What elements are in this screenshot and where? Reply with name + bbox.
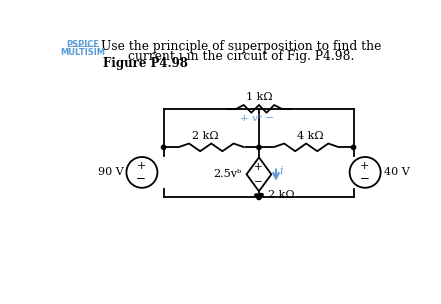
Text: MULTISIM: MULTISIM [60,48,105,57]
Text: current i in the circuit of Fig. P4.98.: current i in the circuit of Fig. P4.98. [128,50,354,63]
Text: −: − [359,172,369,185]
Text: 2 kΩ: 2 kΩ [192,131,218,141]
Circle shape [351,145,356,150]
Text: 2.5vᵇ: 2.5vᵇ [213,169,242,179]
Text: +: + [136,161,146,171]
Text: i: i [279,166,283,176]
Text: 4 kΩ: 4 kΩ [297,131,323,141]
Text: 90 V: 90 V [97,168,123,178]
Circle shape [161,145,166,150]
Text: +: + [360,161,369,171]
Text: +: + [254,162,262,172]
Text: + vᵇ −: + vᵇ − [240,114,274,123]
Circle shape [257,145,261,150]
Text: Figure P4.98: Figure P4.98 [103,57,188,70]
Text: 1 kΩ: 1 kΩ [246,92,272,102]
Text: −: − [254,177,262,187]
Text: −: − [136,172,146,185]
Circle shape [257,195,261,199]
Text: 40 V: 40 V [384,168,410,178]
Text: 2 kΩ: 2 kΩ [268,190,295,200]
Text: Use the principle of superposition to find the: Use the principle of superposition to fi… [101,40,381,53]
Text: PSPICE: PSPICE [67,40,100,49]
